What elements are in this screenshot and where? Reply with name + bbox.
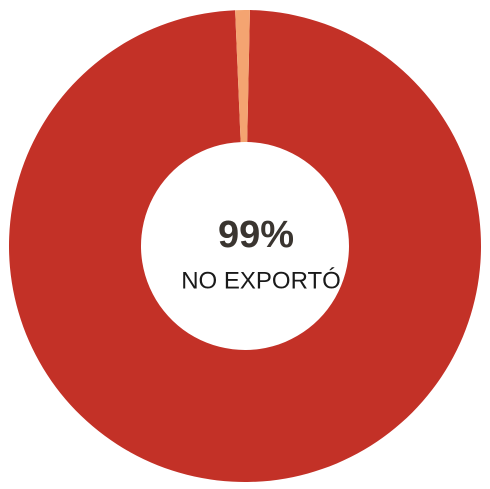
center-value-label: 99% [218, 214, 294, 256]
center-category-label: NO EXPORTÓ [181, 267, 341, 294]
slices [8, 10, 481, 483]
donut-slice [235, 10, 250, 143]
donut-slice [8, 10, 481, 483]
